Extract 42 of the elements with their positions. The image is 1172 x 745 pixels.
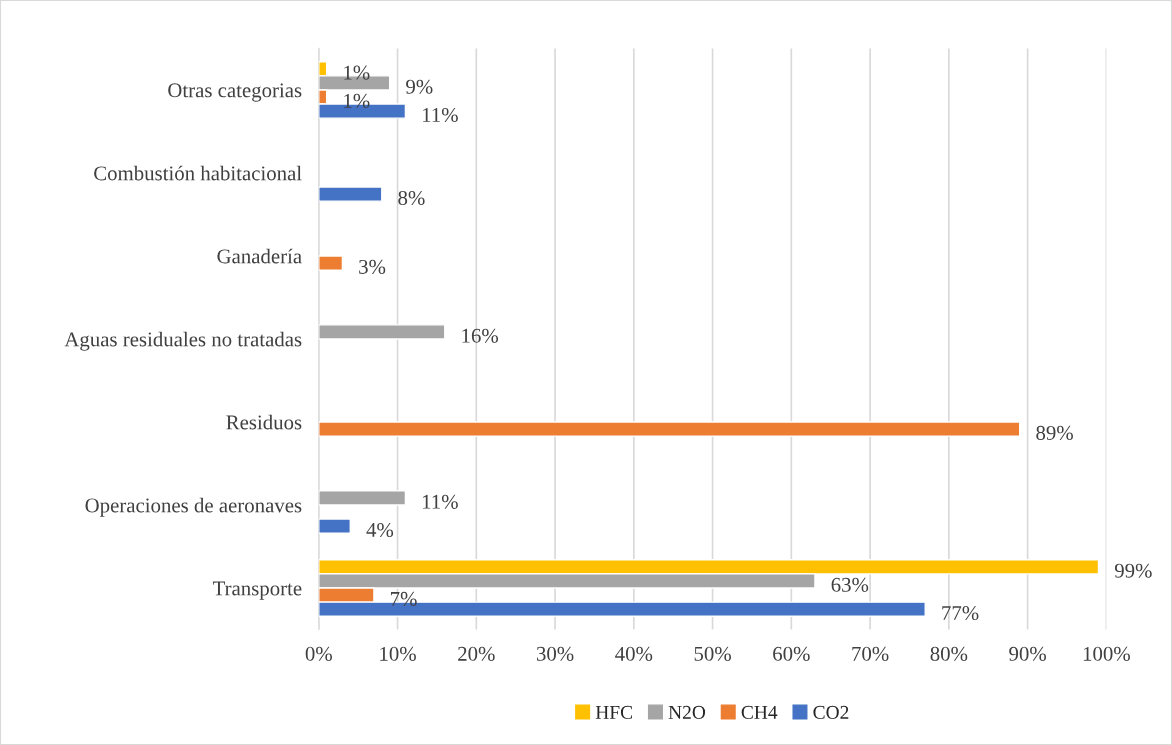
x-tick-label: 0% <box>305 646 332 661</box>
data-label: 7% <box>391 591 417 606</box>
data-label: 9% <box>406 79 433 94</box>
x-tick-label: 10% <box>380 646 416 661</box>
data-label: 99% <box>1114 563 1152 578</box>
y-tick-label: Residuos <box>226 414 302 430</box>
data-label: 1% <box>344 93 370 108</box>
y-tick-label: Operaciones de aeronaves <box>85 497 302 517</box>
x-tick-label: 40% <box>615 646 653 661</box>
y-tick-label: Aguas residuales no tratadas <box>64 331 302 351</box>
data-label: 63% <box>831 577 869 592</box>
x-tick-label: 100% <box>1083 646 1130 661</box>
bar <box>318 186 383 202</box>
data-label: 3% <box>359 259 386 274</box>
y-tick-label: Combustión habitacional <box>94 165 302 181</box>
legend-label: CH4 <box>741 705 778 719</box>
bar <box>318 324 446 340</box>
x-tick-label: 70% <box>852 646 889 661</box>
y-tick-label: Transporte <box>212 581 302 600</box>
data-label: 77% <box>942 605 979 621</box>
bar <box>318 518 351 534</box>
data-label: 11% <box>423 494 458 509</box>
x-tick-label: 90% <box>1009 646 1046 661</box>
data-label: 8% <box>398 190 425 206</box>
y-tick-label: Otras categorias <box>168 83 302 102</box>
bar <box>318 421 1021 437</box>
legend-label: N2O <box>668 705 706 719</box>
x-tick-label: 60% <box>773 646 810 661</box>
data-label: 89% <box>1036 425 1073 440</box>
bar <box>318 490 407 506</box>
x-tick-label: 30% <box>536 646 574 661</box>
bar <box>318 255 344 271</box>
data-label: 1% <box>344 65 370 80</box>
x-tick-label: 80% <box>930 646 968 661</box>
legend-label: CO2 <box>813 705 849 719</box>
y-tick-label: Ganadería <box>217 248 302 264</box>
data-label: 11% <box>423 107 458 123</box>
data-label: 16% <box>462 328 499 343</box>
x-tick-label: 50% <box>694 646 731 661</box>
legend-label: HFC <box>595 705 632 719</box>
data-label: 4% <box>366 522 394 538</box>
x-tick-label: 20% <box>458 646 495 661</box>
